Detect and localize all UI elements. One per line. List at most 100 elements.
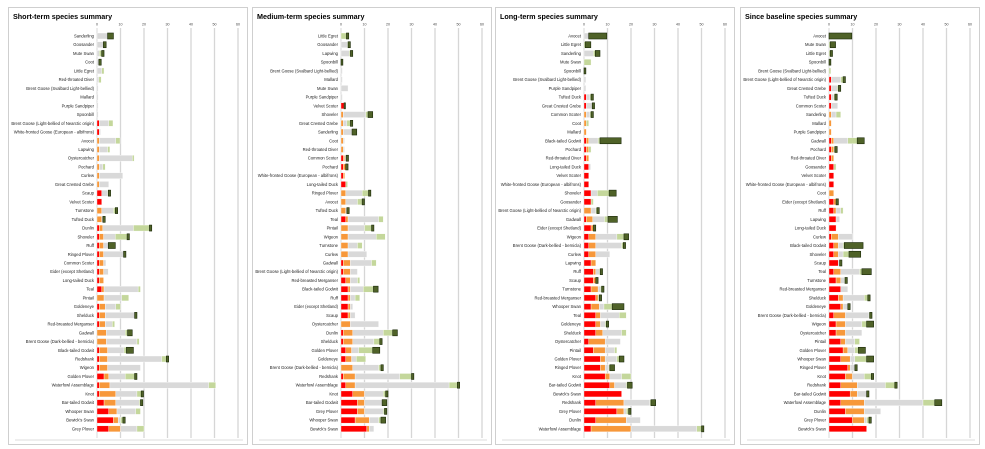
bar-segment-orange [831, 146, 834, 153]
bar-segment-dark-green [102, 216, 106, 223]
bar-segment-light-green [115, 137, 121, 144]
bar-segment-dark-green [347, 41, 351, 49]
category-label: Shelduck [809, 295, 827, 300]
category-label: Eider (except Shetland) [782, 199, 826, 204]
bar-segment-light-green [590, 198, 594, 206]
category-label: Turnstone [319, 243, 338, 248]
bar-segment-grey [864, 408, 881, 415]
bar-segment-dark-green [346, 32, 350, 40]
bar-segment-light-green [361, 189, 369, 197]
bar-segment-red [96, 259, 100, 267]
bar-segment-dark-green [829, 41, 836, 49]
bar-segment-orange [99, 259, 104, 267]
bar-segment-orange [343, 259, 351, 267]
category-label: Ruff [330, 295, 338, 300]
bar-segment-red [583, 355, 601, 363]
bar-segment-orange [357, 408, 365, 415]
bar-segment-grey [849, 364, 856, 371]
bar-segment-orange [833, 268, 841, 275]
bar-segment-orange [593, 347, 606, 354]
bar-segment-orange [595, 294, 599, 302]
x-tick-label: 60 [968, 23, 972, 27]
x-tick-label: 0 [340, 23, 342, 27]
x-tick-label: 10 [119, 23, 123, 27]
bar-segment-red [583, 294, 596, 302]
bar-segment-grey [595, 268, 600, 275]
bar-segment-light-green [121, 294, 129, 302]
bar-segment-grey [600, 320, 606, 328]
category-label: Long-tailed Duck [795, 226, 827, 231]
x-tick-label: 60 [723, 23, 727, 27]
bar-segment-red [828, 355, 841, 363]
category-label: Scaup [569, 278, 582, 283]
bar-segment-light-green [112, 320, 115, 328]
bar-segment-grey [106, 338, 138, 345]
category-label: Scaup [82, 191, 95, 196]
bar-segment-light-green [108, 120, 114, 127]
bar-segment-red [583, 181, 589, 188]
bar-segment-grey [107, 364, 141, 371]
bar-segment-orange [99, 390, 116, 398]
bar-segment-red [340, 425, 368, 433]
bar-segment-grey [842, 303, 848, 310]
category-label: Mute Swan [805, 42, 827, 47]
bar-segment-light-green [120, 416, 124, 424]
x-tick-label: 10 [363, 23, 367, 27]
bar-segment-red [96, 425, 109, 433]
bar-segment-red [583, 338, 589, 345]
bar-segment-red [828, 137, 832, 144]
bar-segment-grey [864, 416, 867, 424]
bar-segment-orange [340, 251, 349, 258]
bar-segment-light-green [102, 163, 106, 171]
category-label: Sanderling [318, 130, 339, 135]
category-label: Oystercatcher [555, 339, 582, 344]
bar-segment-dark-green [861, 268, 872, 276]
bar-segment-orange [835, 277, 841, 284]
bar-segment-red [828, 373, 846, 380]
bar-segment-grey [354, 373, 400, 380]
bar-segment-orange [833, 198, 837, 206]
category-label: Red-throated Diver [59, 77, 95, 82]
category-label: Shelduck [321, 339, 339, 344]
bar-segment-red [96, 382, 100, 389]
bar-segment-red [340, 347, 346, 354]
bar-segment-grey [354, 382, 450, 389]
x-tick-label: 30 [898, 23, 902, 27]
category-label: Coot [329, 138, 339, 143]
bar-segment-grey [350, 259, 372, 267]
category-label: Scaup [326, 313, 339, 318]
bar-segment-grey [96, 32, 108, 40]
bar-segment-light-green [588, 146, 592, 153]
bar-segment-grey [103, 251, 124, 258]
bar-segment-light-green [833, 163, 837, 171]
category-label: Golden Plover [554, 357, 581, 362]
bar-segment-grey [102, 224, 134, 232]
bar-segment-light-green [125, 373, 135, 380]
bar-segment-grey [105, 312, 135, 319]
bar-segment-orange [357, 399, 365, 406]
bar-segment-red [583, 268, 594, 275]
category-label: Gadwall [323, 260, 338, 265]
category-label: Ruff [573, 269, 581, 274]
bar-segment-grey [347, 251, 368, 258]
bar-segment-red [828, 277, 837, 284]
bar-segment-grey [343, 120, 348, 127]
bar-segment-dark-green [372, 346, 381, 354]
category-label: Red-throated Diver [791, 156, 827, 161]
bar-segment-light-green [828, 67, 832, 75]
bar-segment-orange [96, 329, 107, 336]
category-label: Whooper Swan [65, 409, 94, 414]
bar-segment-red [96, 303, 100, 310]
bar-segment-dark-green [115, 207, 118, 214]
bar-segment-grey [835, 207, 841, 214]
bar-segment-grey [345, 189, 363, 197]
bar-segment-grey [340, 50, 350, 57]
bar-segment-orange [828, 128, 832, 136]
bar-segment-grey [364, 399, 383, 406]
bar-segment-orange [340, 242, 349, 249]
category-label: Turnstone [562, 287, 581, 292]
bar-segment-red [96, 373, 105, 380]
bar-segment-light-green [364, 224, 372, 232]
category-label: Shelduck [77, 313, 95, 318]
bar-segment-dark-green [828, 58, 832, 66]
